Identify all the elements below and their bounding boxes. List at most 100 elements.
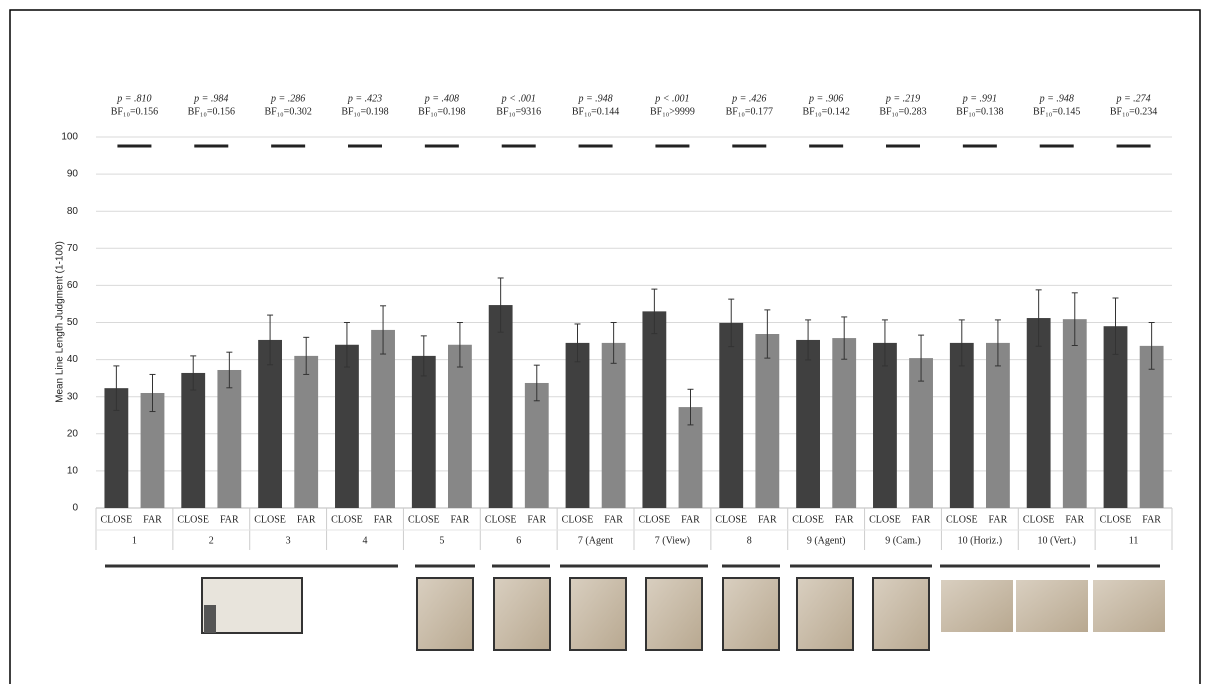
bar: [335, 344, 359, 508]
y-tick-label: 40: [67, 354, 79, 365]
x-subcategory-label: CLOSE: [101, 514, 133, 525]
bar: [909, 358, 933, 508]
bar: [719, 322, 744, 508]
bayes-factor: BF₁₀=0.145: [1033, 106, 1080, 117]
x-subcategory-label: FAR: [297, 514, 316, 525]
x-category-label: 1: [132, 535, 137, 546]
bar: [448, 344, 472, 508]
bar: [181, 372, 206, 508]
bayes-factor: BF₁₀=0.138: [956, 106, 1003, 117]
error-bar: [958, 319, 965, 367]
p-value: p = .948: [577, 93, 612, 104]
bayes-factor: BF₁₀=0.156: [111, 106, 158, 117]
p-value: p < .001: [654, 93, 689, 104]
bayes-factor: BF₁₀=0.234: [1110, 106, 1157, 117]
y-tick-label: 80: [67, 206, 79, 217]
error-bar: [190, 355, 197, 391]
x-category-label: 7 (Agent: [578, 535, 613, 546]
error-bar: [420, 335, 427, 377]
error-bar: [303, 336, 310, 375]
error-bar: [841, 316, 848, 360]
error-bar: [1112, 297, 1119, 355]
bar: [986, 342, 1010, 508]
bar: [755, 334, 780, 508]
x-subcategory-label: FAR: [604, 514, 623, 525]
error-bar: [918, 334, 925, 382]
bayes-factor: BF₁₀>9999: [650, 106, 695, 117]
x-subcategory-label: FAR: [220, 514, 239, 525]
x-subcategory-label: FAR: [527, 514, 546, 525]
error-bar: [226, 351, 233, 389]
x-category-label: 9 (Agent): [807, 535, 846, 546]
x-subcategory-label: CLOSE: [946, 514, 978, 525]
bar: [294, 355, 319, 508]
y-tick-label: 50: [67, 317, 79, 328]
x-subcategory-label: FAR: [451, 514, 470, 525]
page-frame: [9, 9, 1201, 684]
y-tick-label: 10: [67, 466, 79, 477]
y-tick-label: 60: [67, 280, 79, 291]
y-tick-label: 0: [72, 503, 78, 514]
bar: [832, 338, 857, 508]
y-tick-label: 30: [67, 391, 79, 402]
error-bar: [497, 277, 504, 333]
x-category-label: 10 (Vert.): [1038, 535, 1076, 546]
p-value: p = .219: [885, 93, 920, 104]
error-bar: [687, 388, 694, 426]
x-subcategory-label: FAR: [1142, 514, 1161, 525]
x-subcategory-label: CLOSE: [869, 514, 901, 525]
bayes-factor: BF₁₀=0.142: [802, 106, 849, 117]
y-tick-label: 90: [67, 169, 79, 180]
x-category-label: 4: [363, 535, 368, 546]
bayes-factor: BF₁₀=0.198: [418, 106, 465, 117]
bar: [371, 329, 395, 508]
bar: [642, 311, 667, 508]
bar: [565, 342, 590, 508]
error-bar: [533, 364, 540, 402]
x-category-label: 5: [439, 535, 444, 546]
x-subcategory-label: CLOSE: [485, 514, 517, 525]
bar: [678, 407, 703, 508]
p-value: p = .274: [1115, 93, 1150, 104]
bayes-factor: BF₁₀=0.302: [264, 106, 311, 117]
error-bar: [994, 319, 1001, 367]
x-subcategory-label: CLOSE: [792, 514, 824, 525]
bar: [873, 342, 897, 508]
bar: [104, 388, 129, 508]
x-category-label: 11: [1129, 535, 1139, 546]
error-bar: [380, 305, 387, 355]
x-subcategory-label: CLOSE: [177, 514, 209, 525]
p-value: p = .991: [962, 93, 997, 104]
x-subcategory-label: FAR: [758, 514, 777, 525]
bar: [796, 339, 820, 508]
x-subcategory-label: FAR: [374, 514, 393, 525]
error-bar: [574, 323, 581, 363]
bayes-factor: BF₁₀=0.283: [879, 106, 926, 117]
p-value: p = .408: [424, 93, 459, 104]
y-tick-label: 100: [61, 132, 78, 143]
x-category-label: 8: [747, 535, 752, 546]
bar: [488, 305, 513, 508]
bar: [524, 382, 549, 508]
x-subcategory-label: CLOSE: [562, 514, 594, 525]
bar: [1026, 318, 1051, 508]
x-subcategory-label: CLOSE: [254, 514, 286, 525]
error-bar: [456, 322, 463, 368]
bayes-factor: BF₁₀=0.144: [572, 106, 619, 117]
bar: [411, 355, 436, 508]
error-bar: [610, 322, 617, 364]
x-subcategory-label: CLOSE: [1100, 514, 1132, 525]
error-bar: [651, 288, 658, 335]
error-bar: [881, 319, 888, 367]
y-tick-label: 70: [67, 243, 79, 254]
x-category-label: 3: [286, 535, 291, 546]
x-subcategory-label: FAR: [681, 514, 700, 525]
x-category-label: 7 (View): [655, 535, 690, 546]
p-value: p = .984: [193, 93, 228, 104]
x-subcategory-label: CLOSE: [408, 514, 440, 525]
bayes-factor: BF₁₀=0.177: [726, 106, 773, 117]
bayes-factor: BF₁₀=0.156: [188, 106, 235, 117]
p-value: p = .906: [808, 93, 843, 104]
bar: [601, 342, 626, 508]
error-bar: [267, 314, 274, 366]
